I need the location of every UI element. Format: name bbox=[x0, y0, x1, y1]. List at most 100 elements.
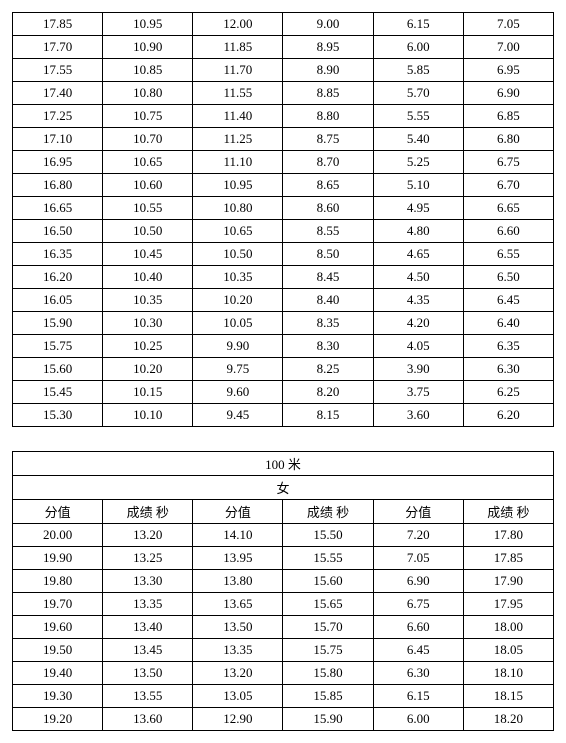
cell: 15.60 bbox=[283, 570, 373, 593]
cell: 5.55 bbox=[373, 105, 463, 128]
column-header: 分值 bbox=[193, 500, 283, 524]
cell: 13.40 bbox=[103, 616, 193, 639]
cell: 6.95 bbox=[463, 59, 553, 82]
cell: 5.25 bbox=[373, 151, 463, 174]
column-header: 分值 bbox=[373, 500, 463, 524]
cell: 6.90 bbox=[373, 570, 463, 593]
table-row: 16.6510.5510.808.604.956.65 bbox=[13, 197, 554, 220]
cell: 8.95 bbox=[283, 36, 373, 59]
cell: 5.10 bbox=[373, 174, 463, 197]
cell: 4.50 bbox=[373, 266, 463, 289]
cell: 6.65 bbox=[463, 197, 553, 220]
cell: 16.80 bbox=[13, 174, 103, 197]
cell: 19.70 bbox=[13, 593, 103, 616]
cell: 13.60 bbox=[103, 708, 193, 731]
cell: 8.35 bbox=[283, 312, 373, 335]
table-subtitle: 女 bbox=[13, 476, 554, 500]
cell: 5.40 bbox=[373, 128, 463, 151]
cell: 4.65 bbox=[373, 243, 463, 266]
table-header-row: 分值成绩 秒分值成绩 秒分值成绩 秒 bbox=[13, 500, 554, 524]
cell: 6.20 bbox=[463, 404, 553, 427]
cell: 17.10 bbox=[13, 128, 103, 151]
cell: 13.45 bbox=[103, 639, 193, 662]
cell: 8.70 bbox=[283, 151, 373, 174]
column-header: 分值 bbox=[13, 500, 103, 524]
cell: 20.00 bbox=[13, 524, 103, 547]
cell: 15.60 bbox=[13, 358, 103, 381]
cell: 3.60 bbox=[373, 404, 463, 427]
cell: 8.65 bbox=[283, 174, 373, 197]
cell: 10.35 bbox=[193, 266, 283, 289]
cell: 12.90 bbox=[193, 708, 283, 731]
cell: 10.05 bbox=[193, 312, 283, 335]
cell: 10.85 bbox=[103, 59, 193, 82]
cell: 18.00 bbox=[463, 616, 553, 639]
cell: 18.05 bbox=[463, 639, 553, 662]
table-row: 20.0013.2014.1015.507.2017.80 bbox=[13, 524, 554, 547]
cell: 6.35 bbox=[463, 335, 553, 358]
cell: 13.50 bbox=[103, 662, 193, 685]
cell: 10.60 bbox=[103, 174, 193, 197]
cell: 8.80 bbox=[283, 105, 373, 128]
cell: 18.20 bbox=[463, 708, 553, 731]
cell: 6.75 bbox=[373, 593, 463, 616]
cell: 10.10 bbox=[103, 404, 193, 427]
cell: 17.95 bbox=[463, 593, 553, 616]
cell: 13.50 bbox=[193, 616, 283, 639]
cell: 6.80 bbox=[463, 128, 553, 151]
cell: 15.80 bbox=[283, 662, 373, 685]
cell: 10.80 bbox=[193, 197, 283, 220]
table-title: 100 米 bbox=[13, 452, 554, 476]
cell: 17.85 bbox=[13, 13, 103, 36]
cell: 3.90 bbox=[373, 358, 463, 381]
cell: 11.85 bbox=[193, 36, 283, 59]
score-table-upper: 17.8510.9512.009.006.157.0517.7010.9011.… bbox=[12, 12, 554, 427]
cell: 6.30 bbox=[373, 662, 463, 685]
cell: 19.90 bbox=[13, 547, 103, 570]
cell: 10.35 bbox=[103, 289, 193, 312]
table-row: 17.4010.8011.558.855.706.90 bbox=[13, 82, 554, 105]
cell: 10.95 bbox=[103, 13, 193, 36]
table-row: 15.3010.109.458.153.606.20 bbox=[13, 404, 554, 427]
cell: 13.65 bbox=[193, 593, 283, 616]
cell: 6.45 bbox=[463, 289, 553, 312]
cell: 10.50 bbox=[193, 243, 283, 266]
cell: 13.30 bbox=[103, 570, 193, 593]
cell: 6.45 bbox=[373, 639, 463, 662]
cell: 8.25 bbox=[283, 358, 373, 381]
cell: 15.50 bbox=[283, 524, 373, 547]
cell: 10.50 bbox=[103, 220, 193, 243]
table-row: 16.8010.6010.958.655.106.70 bbox=[13, 174, 554, 197]
cell: 6.30 bbox=[463, 358, 553, 381]
cell: 6.75 bbox=[463, 151, 553, 174]
cell: 9.90 bbox=[193, 335, 283, 358]
cell: 6.00 bbox=[373, 708, 463, 731]
table-row: 19.5013.4513.3515.756.4518.05 bbox=[13, 639, 554, 662]
cell: 6.50 bbox=[463, 266, 553, 289]
cell: 6.55 bbox=[463, 243, 553, 266]
cell: 12.00 bbox=[193, 13, 283, 36]
cell: 10.20 bbox=[103, 358, 193, 381]
table-row: 19.7013.3513.6515.656.7517.95 bbox=[13, 593, 554, 616]
cell: 10.70 bbox=[103, 128, 193, 151]
cell: 15.90 bbox=[13, 312, 103, 335]
cell: 19.20 bbox=[13, 708, 103, 731]
cell: 8.50 bbox=[283, 243, 373, 266]
cell: 8.30 bbox=[283, 335, 373, 358]
score-table-lower: 100 米 女 分值成绩 秒分值成绩 秒分值成绩 秒 20.0013.2014.… bbox=[12, 451, 554, 731]
cell: 6.70 bbox=[463, 174, 553, 197]
column-header: 成绩 秒 bbox=[103, 500, 193, 524]
table-row: 17.2510.7511.408.805.556.85 bbox=[13, 105, 554, 128]
cell: 18.15 bbox=[463, 685, 553, 708]
cell: 10.30 bbox=[103, 312, 193, 335]
table-row: 16.2010.4010.358.454.506.50 bbox=[13, 266, 554, 289]
cell: 10.45 bbox=[103, 243, 193, 266]
cell: 15.75 bbox=[283, 639, 373, 662]
cell: 7.05 bbox=[463, 13, 553, 36]
cell: 8.90 bbox=[283, 59, 373, 82]
cell: 16.05 bbox=[13, 289, 103, 312]
cell: 13.80 bbox=[193, 570, 283, 593]
cell: 8.60 bbox=[283, 197, 373, 220]
cell: 5.85 bbox=[373, 59, 463, 82]
table-row: 15.7510.259.908.304.056.35 bbox=[13, 335, 554, 358]
